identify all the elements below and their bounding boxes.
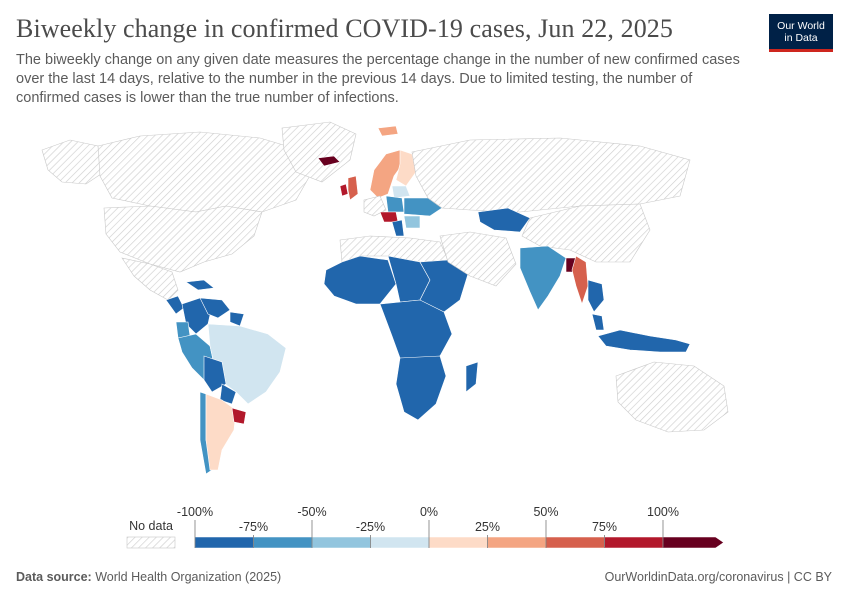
logo-line-2: in Data <box>784 32 818 44</box>
region-west-africa[interactable] <box>323 255 397 305</box>
footer-link[interactable]: OurWorldinData.org/coronavirus | CC BY <box>604 570 832 584</box>
region-mexico[interactable] <box>121 257 179 301</box>
legend-no-data-label: No data <box>129 519 173 533</box>
region-uk[interactable] <box>347 175 359 201</box>
region-venezuela[interactable] <box>199 297 231 319</box>
region-indonesia[interactable] <box>597 329 691 353</box>
data-source: Data source: World Health Organization (… <box>16 570 281 584</box>
region-united-states[interactable] <box>103 205 263 273</box>
legend-tick-label: 50% <box>533 505 558 519</box>
legend-tick-label: -75% <box>239 520 268 534</box>
legend-bin-4[interactable] <box>428 536 488 549</box>
legend-tick-label: 75% <box>592 520 617 534</box>
region-poland[interactable] <box>385 195 405 213</box>
data-source-label: Data source: <box>16 570 92 584</box>
legend-bin-6[interactable] <box>545 536 605 549</box>
region-central-europe[interactable] <box>379 211 399 223</box>
region-iceland[interactable] <box>317 155 341 167</box>
region-germany[interactable] <box>363 195 387 217</box>
legend-tick-label: 100% <box>647 505 679 519</box>
legend-bin-3[interactable] <box>370 536 430 549</box>
region-bolivia[interactable] <box>203 355 227 393</box>
region-malaysia[interactable] <box>591 313 605 331</box>
region-madagascar[interactable] <box>465 361 479 393</box>
region-kazakhstan[interactable] <box>477 207 531 233</box>
legend-tick-label: 25% <box>475 520 500 534</box>
region-china[interactable] <box>521 203 651 263</box>
legend-tick-label: -25% <box>356 520 385 534</box>
region-greenland[interactable] <box>281 121 357 183</box>
legend-bin-8[interactable] <box>662 536 724 549</box>
legend-bin-5[interactable] <box>487 536 547 549</box>
region-argentina[interactable] <box>205 393 237 471</box>
legend-bin-7[interactable] <box>604 536 664 549</box>
region-ireland[interactable] <box>339 183 349 197</box>
region-baltics[interactable] <box>391 185 411 199</box>
legend-bin-0[interactable] <box>194 536 254 549</box>
region-ukraine[interactable] <box>403 197 443 217</box>
region-romania[interactable] <box>403 215 421 229</box>
region-uruguay[interactable] <box>231 407 247 425</box>
legend-tick-label: 0% <box>420 505 438 519</box>
region-svalbard[interactable] <box>377 125 399 137</box>
logo-line-1: Our World <box>777 20 825 32</box>
legend-bin-1[interactable] <box>253 536 313 549</box>
region-balkans[interactable] <box>391 219 405 237</box>
region-myanmar[interactable] <box>571 255 589 305</box>
region-thailand[interactable] <box>587 279 605 313</box>
region-canada[interactable] <box>97 131 313 213</box>
chart-subtitle: The biweekly change on any given date me… <box>16 52 740 106</box>
legend-tick-label: -50% <box>297 505 326 519</box>
chart-title: Biweekly change in confirmed COVID-19 ca… <box>16 14 673 43</box>
data-source-link[interactable]: World Health Organization (2025) <box>95 570 282 584</box>
legend-bin-2[interactable] <box>311 536 371 549</box>
region-australia[interactable] <box>615 361 729 433</box>
region-russia[interactable] <box>411 137 691 213</box>
region-india[interactable] <box>519 245 567 311</box>
region-middle-east[interactable] <box>439 231 517 287</box>
region-guyana[interactable] <box>229 311 245 327</box>
region-alaska[interactable] <box>41 139 105 185</box>
legend-no-data-swatch <box>126 536 176 549</box>
world-map[interactable]: No data -100% -50% 0% 50% 100% -75% -25% 25% 75… <box>0 110 850 560</box>
legend: No data -100% -50% 0% 50% 100% -75% -25% 25% 75… <box>126 505 724 549</box>
legend-tick-label: -100% <box>177 505 213 519</box>
region-paraguay[interactable] <box>219 383 237 405</box>
region-cuba[interactable] <box>185 279 215 291</box>
owid-logo[interactable]: Our World in Data <box>769 14 833 52</box>
region-southern-africa[interactable] <box>395 355 447 421</box>
